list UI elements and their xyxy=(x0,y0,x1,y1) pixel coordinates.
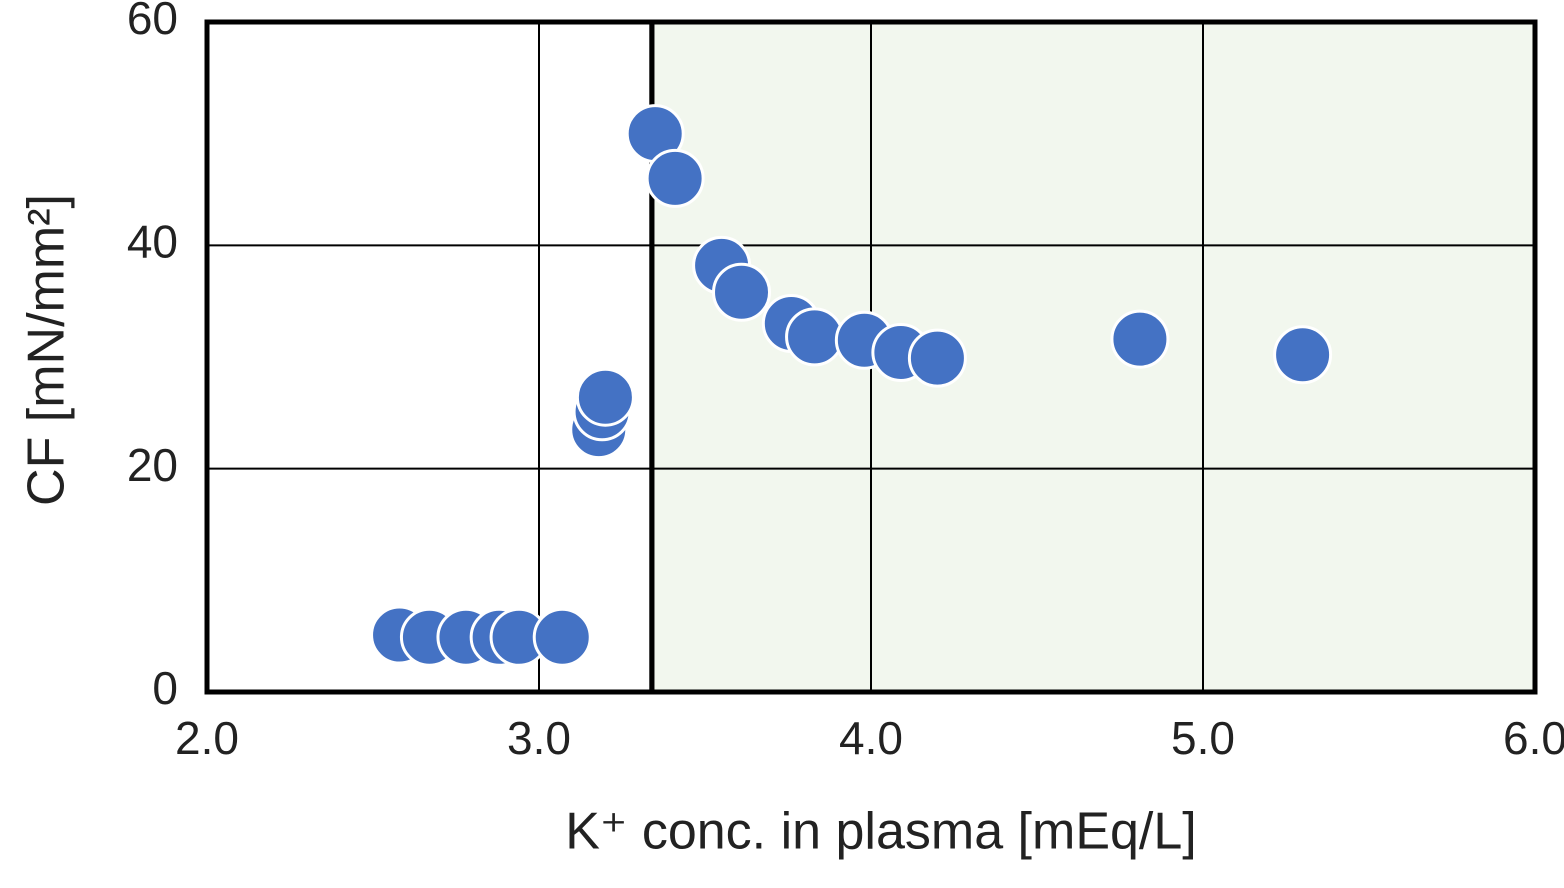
point xyxy=(532,607,592,667)
x-tick-label: 5.0 xyxy=(1171,712,1235,764)
point xyxy=(712,262,772,322)
y-tick-label: 60 xyxy=(127,0,178,44)
y-tick-label: 0 xyxy=(152,662,178,714)
point xyxy=(785,307,845,367)
x-tick-label: 2.0 xyxy=(175,712,239,764)
point xyxy=(645,148,705,208)
y-axis-title: CF [mN/mm²] xyxy=(18,194,76,506)
highlight-border xyxy=(649,19,1538,695)
x-axis-title: K⁺ conc. in plasma [mEq/L] xyxy=(565,803,1197,861)
y-tick-label: 40 xyxy=(127,215,178,267)
x-tick-label: 3.0 xyxy=(507,712,571,764)
point xyxy=(907,328,967,388)
y-tick-label: 20 xyxy=(127,439,178,491)
highlight-region xyxy=(649,19,1538,695)
point xyxy=(575,367,635,427)
point xyxy=(1110,309,1170,369)
x-tick-label: 4.0 xyxy=(839,712,903,764)
point xyxy=(1273,325,1333,385)
x-tick-label: 6.0 xyxy=(1503,712,1564,764)
